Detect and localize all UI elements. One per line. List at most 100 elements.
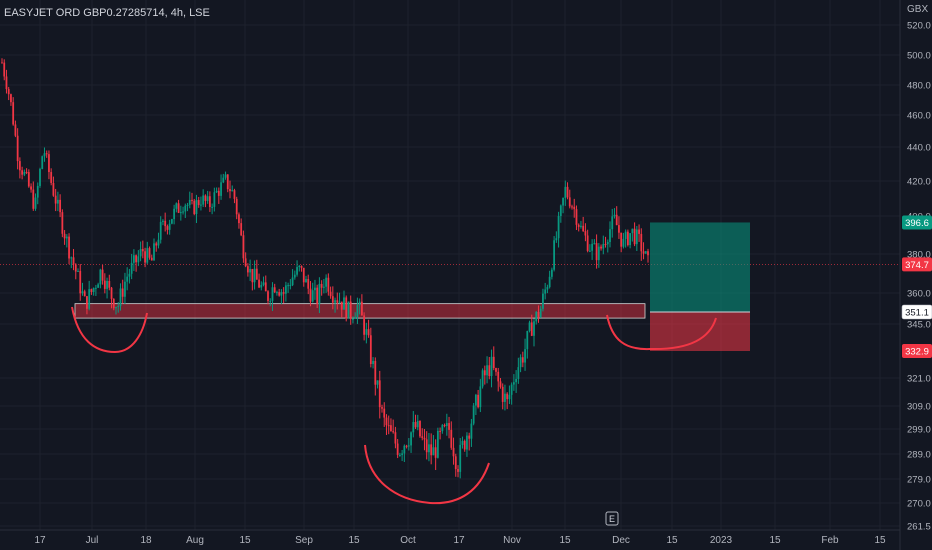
- candle-body: [633, 228, 636, 245]
- x-tick-label: 15: [348, 535, 360, 546]
- candle-body: [130, 262, 133, 274]
- candle-body: [220, 182, 222, 196]
- candle-body: [490, 356, 493, 377]
- candle-body: [472, 405, 475, 424]
- candle-body: [25, 171, 28, 173]
- candle-body: [586, 235, 589, 252]
- candle-body: [499, 381, 502, 387]
- time-axis[interactable]: 17 Jul 18 Aug 15 Sep 15 Oct 17 Nov 15 Dec 15 2023 15 Fe…: [0, 529, 900, 546]
- candle-body: [331, 296, 334, 303]
- candle-body: [170, 219, 173, 224]
- candle-body: [483, 370, 486, 376]
- candle-body: [325, 277, 328, 287]
- candle-body: [18, 161, 21, 171]
- y-tick-label: 380.0: [907, 250, 931, 261]
- candle-body: [374, 360, 377, 385]
- candle-body: [200, 204, 202, 206]
- candle-body: [553, 240, 556, 270]
- candle-body: [642, 251, 645, 254]
- curve-left: [71, 306, 148, 354]
- candle-body: [577, 224, 580, 227]
- candle-body: [369, 335, 372, 365]
- candle-body: [146, 248, 149, 263]
- candle-body: [278, 292, 281, 296]
- x-tick-label: Feb: [821, 535, 839, 546]
- price-tag: [901, 304, 932, 320]
- candle-body: [287, 285, 290, 287]
- candle-body: [262, 282, 265, 285]
- candle-body: [132, 255, 135, 263]
- candle-body: [606, 241, 609, 245]
- candle-body: [334, 300, 336, 303]
- candle-body: [544, 289, 547, 294]
- candle-body: [86, 296, 88, 309]
- candle-body: [307, 278, 310, 289]
- candle-body: [115, 306, 117, 309]
- candle-body: [450, 429, 453, 448]
- candle-body: [208, 196, 211, 207]
- y-tick-label: 270.0: [907, 499, 931, 510]
- long-position-tool[interactable]: [650, 222, 750, 351]
- candle-body: [269, 300, 272, 302]
- candle-body: [620, 232, 623, 247]
- candle-body: [575, 209, 578, 225]
- candle-body: [222, 177, 225, 183]
- candle-body: [428, 444, 430, 453]
- candle-body: [249, 268, 252, 273]
- x-tick-label: Oct: [400, 535, 416, 546]
- candle-body: [238, 214, 240, 224]
- candle-body: [345, 297, 348, 319]
- candle-body: [580, 225, 582, 227]
- candle-body: [141, 248, 144, 252]
- price-tag-label: 396.6: [905, 218, 929, 229]
- position-loss-area: [650, 312, 750, 351]
- candle-body: [459, 444, 462, 472]
- candle-body: [407, 445, 410, 447]
- candle-body: [108, 280, 111, 288]
- candle-body: [618, 225, 620, 233]
- candle-body: [414, 421, 417, 428]
- candle-body: [65, 236, 68, 239]
- candle-body: [486, 365, 488, 376]
- candle-body: [106, 280, 108, 289]
- candle-body: [7, 89, 10, 95]
- candle-body: [157, 239, 160, 246]
- candle-body: [112, 298, 115, 309]
- candle-body: [320, 283, 323, 288]
- candle-body: [267, 291, 269, 301]
- candle-body: [282, 292, 285, 294]
- candle-body: [638, 229, 640, 234]
- candle-body: [27, 172, 30, 187]
- candle-body: [593, 243, 596, 245]
- price-tag-label: 374.7: [905, 260, 929, 271]
- x-tick-label: 15: [559, 535, 571, 546]
- candle-body: [381, 407, 383, 409]
- candle-body: [425, 439, 428, 453]
- candle-body: [533, 321, 535, 336]
- candle-body: [517, 367, 520, 379]
- price-tag: [902, 344, 932, 358]
- event-marker[interactable]: E: [605, 511, 619, 526]
- price-axis[interactable]: 520.0500.0480.0460.0440.0420.0400.0380.0…: [899, 0, 931, 550]
- candle-body: [385, 417, 388, 426]
- x-tick-label: 15: [769, 535, 781, 546]
- y-tick-label: 500.0: [907, 51, 931, 62]
- candle-body: [81, 291, 84, 294]
- candle-body: [588, 250, 591, 252]
- candle-body: [537, 312, 540, 318]
- candle-body: [77, 270, 79, 272]
- candle-body: [530, 322, 533, 336]
- candle-body: [150, 257, 153, 261]
- candle-body: [647, 251, 649, 256]
- y-tick-label: 299.0: [907, 425, 931, 436]
- candle-body: [644, 251, 647, 254]
- candle-body: [521, 357, 524, 363]
- candle-body: [329, 291, 332, 297]
- y-tick-label: 420.0: [907, 177, 931, 188]
- candle-body: [535, 312, 538, 322]
- candle-body: [153, 243, 155, 261]
- candle-body: [314, 287, 316, 291]
- candle-body: [88, 289, 91, 309]
- candle-body: [396, 443, 399, 455]
